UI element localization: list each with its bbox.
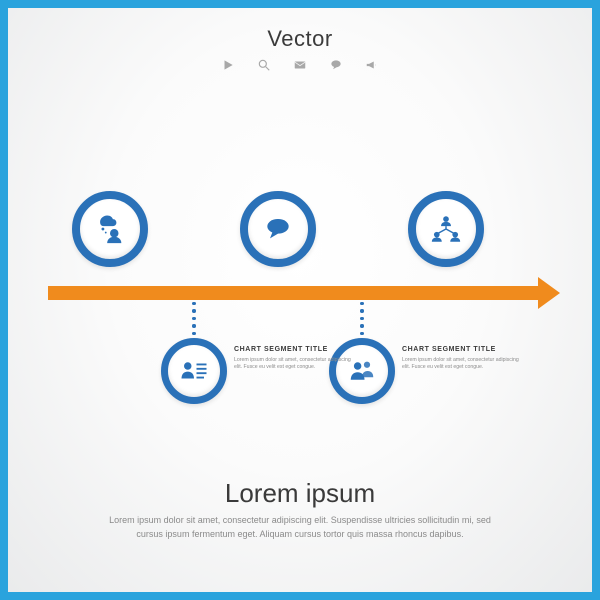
segment-body: Lorem ipsum dolor sit amet, consectetur … [234,357,354,371]
connector-dots [107,270,113,284]
segment-title: CHART SEGMENT TITLE [234,346,354,353]
timeline-arrow [48,286,538,300]
segment-title: CHART SEGMENT TITLE [402,346,522,353]
footer-title: Lorem ipsum [0,478,600,509]
org-tree-icon [429,212,463,246]
header-icon-row [0,58,600,72]
footer-body: Lorem ipsum dolor sit amet, consectetur … [100,514,500,541]
segment-text: CHART SEGMENT TITLE Lorem ipsum dolor si… [402,346,522,371]
timeline-node [72,191,148,267]
chat-icon [329,58,343,72]
timeline-node [240,191,316,267]
segment-body: Lorem ipsum dolor sit amet, consectetur … [402,357,522,371]
timeline-node [408,191,484,267]
infographic-frame: Vector CHART SEGMENT TITLE [0,0,600,600]
segment-text: CHART SEGMENT TITLE Lorem ipsum dolor si… [234,346,354,371]
header-title: Vector [0,26,600,52]
mail-icon [293,58,307,72]
connector-dots [191,302,197,335]
connector-dots [443,270,449,284]
person-list-icon [179,356,209,386]
thought-person-icon [93,212,127,246]
speech-bubble-icon [262,213,294,245]
connector-dots [359,302,365,335]
connector-dots [275,270,281,284]
megaphone-icon [365,58,379,72]
magnifier-icon [257,58,271,72]
timeline-node [161,338,227,404]
play-icon [221,58,235,72]
